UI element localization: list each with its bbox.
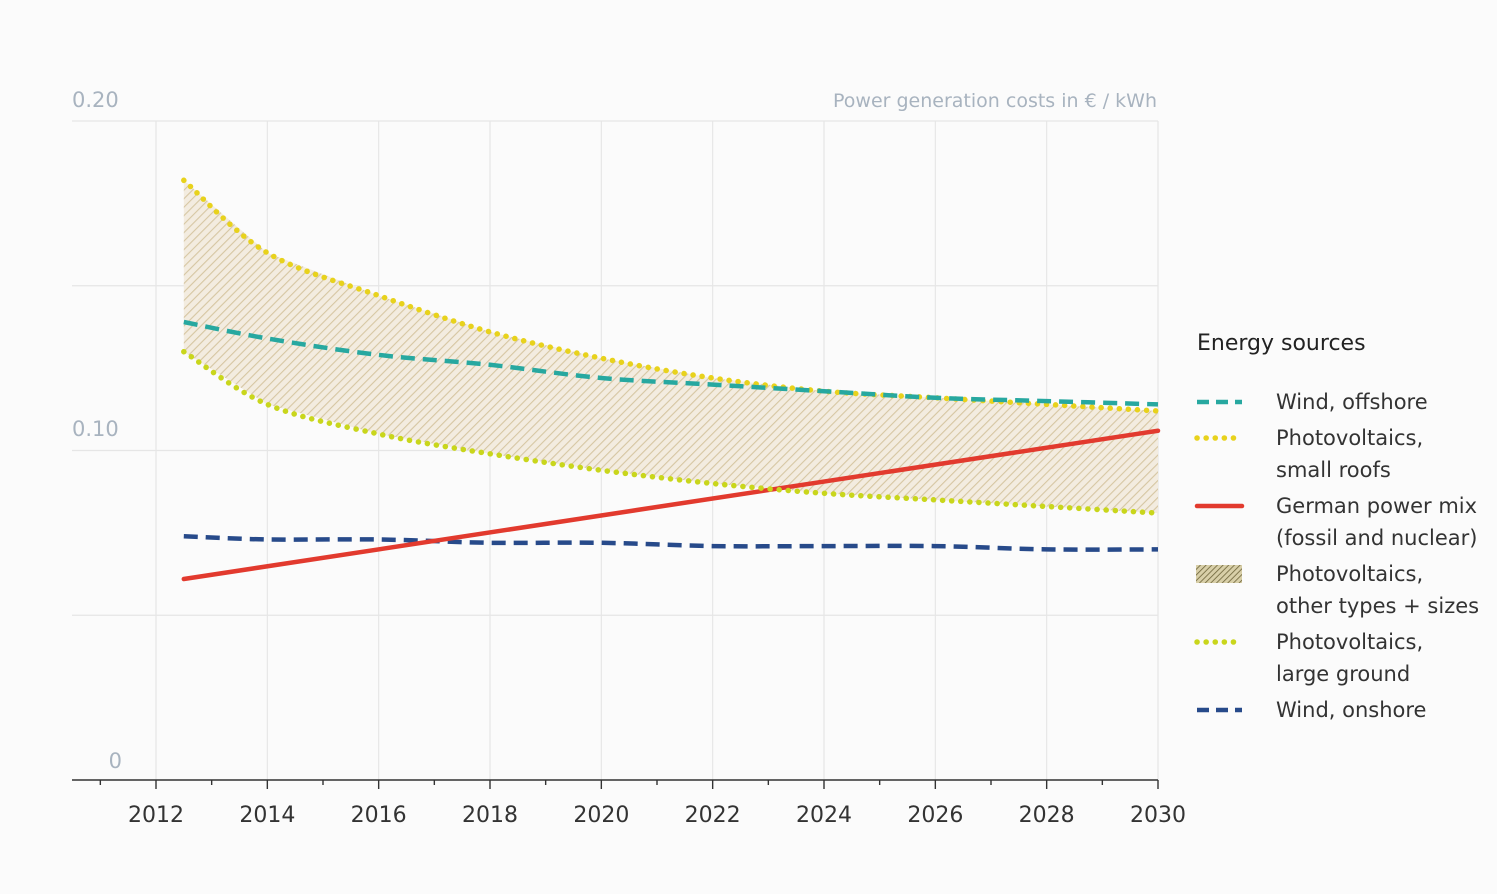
y-tick-label: 0.10 xyxy=(72,417,119,441)
pv-band-area xyxy=(183,180,1159,514)
legend-item-photovoltaics-small-roofs: Photovoltaics, small roofs xyxy=(1194,426,1423,482)
y-tick-label: 0 xyxy=(109,749,122,773)
series-lines xyxy=(181,177,1161,582)
legend-item-photovoltaics-other-types-sizes: Photovoltaics, other types + sizes xyxy=(1196,562,1479,618)
series-line-photovoltaics-small-roofs xyxy=(181,177,1161,414)
x-tick-label: 2020 xyxy=(573,803,629,828)
x-tick-label: 2026 xyxy=(907,803,963,828)
legend-label: Wind, offshore xyxy=(1276,390,1428,414)
legend-item-german-power-mix-fossil-and-nuclear: German power mix (fossil and nuclear) xyxy=(1194,494,1477,550)
legend-label: Photovoltaics, xyxy=(1276,630,1423,654)
x-tick-label: 2030 xyxy=(1130,803,1186,828)
x-tick-label: 2024 xyxy=(796,803,852,828)
x-tick-label: 2016 xyxy=(351,803,407,828)
legend-label: German power mix xyxy=(1276,494,1477,518)
series-line-german-power-mix-fossil-and-nuclear xyxy=(181,428,1161,582)
y-tick-label: 0.20 xyxy=(72,88,119,112)
x-tick-label: 2012 xyxy=(128,803,184,828)
series-line-wind-onshore xyxy=(183,533,1159,552)
legend-title: Energy sources xyxy=(1197,331,1366,356)
legend: Energy sources Wind, offshore Photovoltaic… xyxy=(1194,331,1479,722)
legend-item-wind-onshore: Wind, onshore xyxy=(1197,698,1426,722)
legend-label: Photovoltaics, xyxy=(1276,426,1423,450)
x-tick-label: 2028 xyxy=(1019,803,1075,828)
legend-label: (fossil and nuclear) xyxy=(1276,526,1477,550)
x-tick-label: 2014 xyxy=(239,803,295,828)
axes: 2012 2014 2016 2018 2020 2022 2024 2026 2028 2030… xyxy=(72,88,1186,828)
pv-other-band xyxy=(183,180,1159,514)
legend-label: large ground xyxy=(1276,662,1410,686)
x-tick-label: 2022 xyxy=(685,803,741,828)
series-line-photovoltaics-large-ground xyxy=(181,348,1161,516)
legend-label: Photovoltaics, xyxy=(1276,562,1423,586)
legend-item-wind-offshore: Wind, offshore xyxy=(1197,390,1428,414)
unit-label: Power generation costs in € / kWh xyxy=(833,90,1157,112)
legend-label: other types + sizes xyxy=(1276,594,1479,618)
legend-item-photovoltaics-large-ground: Photovoltaics, large ground xyxy=(1194,630,1423,686)
legend-label: small roofs xyxy=(1276,458,1391,482)
legend-swatch xyxy=(1196,565,1242,583)
legend-label: Wind, onshore xyxy=(1276,698,1426,722)
x-tick-label: 2018 xyxy=(462,803,518,828)
